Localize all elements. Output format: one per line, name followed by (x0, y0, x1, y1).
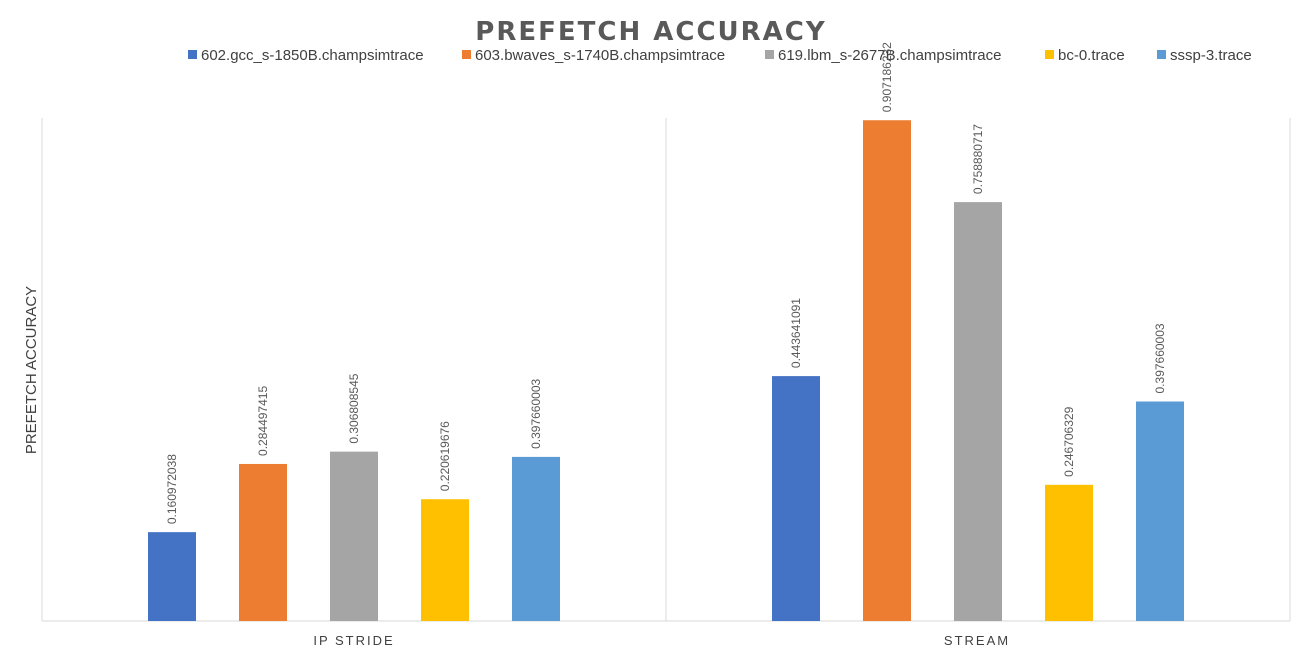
legend-entry: 602.gcc_s-1850B.champsimtrace (201, 47, 424, 64)
legend-swatch (188, 50, 197, 59)
legend-entry: 619.lbm_s-2677B.champsimtrace (778, 47, 1001, 64)
legend-swatch (462, 50, 471, 59)
bar-1-ip-stride (148, 532, 196, 621)
bar-5-stream (1136, 401, 1184, 621)
data-label: 0.160972038 (165, 454, 179, 524)
legend-swatch (765, 50, 774, 59)
legend-entry: sssp-3.trace (1170, 47, 1252, 64)
data-label: 0.907186232 (880, 42, 894, 112)
bar-3-stream (954, 202, 1002, 621)
data-label: 0.397660003 (1153, 323, 1167, 393)
bar-3-ip-stride (330, 451, 378, 621)
bars-group: 0.160972038 0.443641091 0.284497415 0.90718… (148, 42, 1184, 621)
legend-swatch (1157, 50, 1166, 59)
data-label: 0.220619676 (438, 421, 452, 491)
bar-4-stream (1045, 484, 1093, 621)
data-label: 0.397660003 (529, 378, 543, 448)
category-label: IP STRIDE (313, 633, 394, 648)
bar-2-stream (863, 120, 911, 621)
bar-2-ip-stride (239, 463, 287, 621)
data-label: 0.443641091 (789, 298, 803, 368)
data-label: 0.246706329 (1062, 406, 1076, 476)
bar-5-ip-stride (512, 456, 560, 621)
bar-1-stream (772, 376, 820, 621)
legend-entry: 603.bwaves_s-1740B.champsimtrace (475, 47, 725, 64)
legend: 602.gcc_s-1850B.champsimtrace 603.bwaves_… (188, 47, 1252, 64)
legend-swatch (1045, 50, 1054, 59)
category-labels: IP STRIDE STREAM (313, 633, 1010, 648)
legend-entry: bc-0.trace (1058, 47, 1125, 64)
data-label: 0.284497415 (256, 386, 270, 456)
bar-4-ip-stride (421, 499, 469, 621)
data-label: 0.306808545 (347, 373, 361, 443)
data-label: 0.758880717 (971, 124, 985, 194)
category-label: STREAM (944, 633, 1010, 648)
chart-title: PREFETCH ACCURACY (475, 17, 826, 47)
y-axis-title: PREFETCH ACCURACY (23, 286, 40, 454)
